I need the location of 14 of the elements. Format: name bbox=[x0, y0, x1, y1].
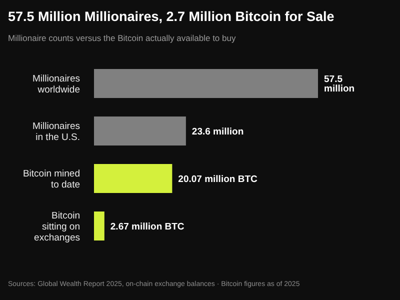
data-label: 23.6 million bbox=[192, 126, 244, 138]
bar bbox=[94, 69, 318, 98]
chart-title: 57.5 Million Millionaires, 2.7 Million Bitcoin for Sale bbox=[8, 9, 334, 24]
bar bbox=[94, 164, 172, 193]
chart-subtitle: Millionaire counts versus the Bitcoin actually available to buy bbox=[8, 33, 236, 43]
data-label: 57.5 million bbox=[324, 74, 355, 95]
bar bbox=[94, 116, 186, 146]
y-tick-label: Millionaires in the U.S. bbox=[32, 120, 80, 142]
bar bbox=[94, 212, 104, 240]
data-label: 20.07 million BTC bbox=[178, 174, 258, 185]
y-tick-label: Bitcoin sitting on exchanges bbox=[34, 210, 80, 243]
data-label: 2.67 million BTC bbox=[110, 221, 184, 232]
y-tick-label: Bitcoin mined to date bbox=[22, 168, 80, 190]
y-tick-label: Millionaires worldwide bbox=[32, 72, 80, 95]
